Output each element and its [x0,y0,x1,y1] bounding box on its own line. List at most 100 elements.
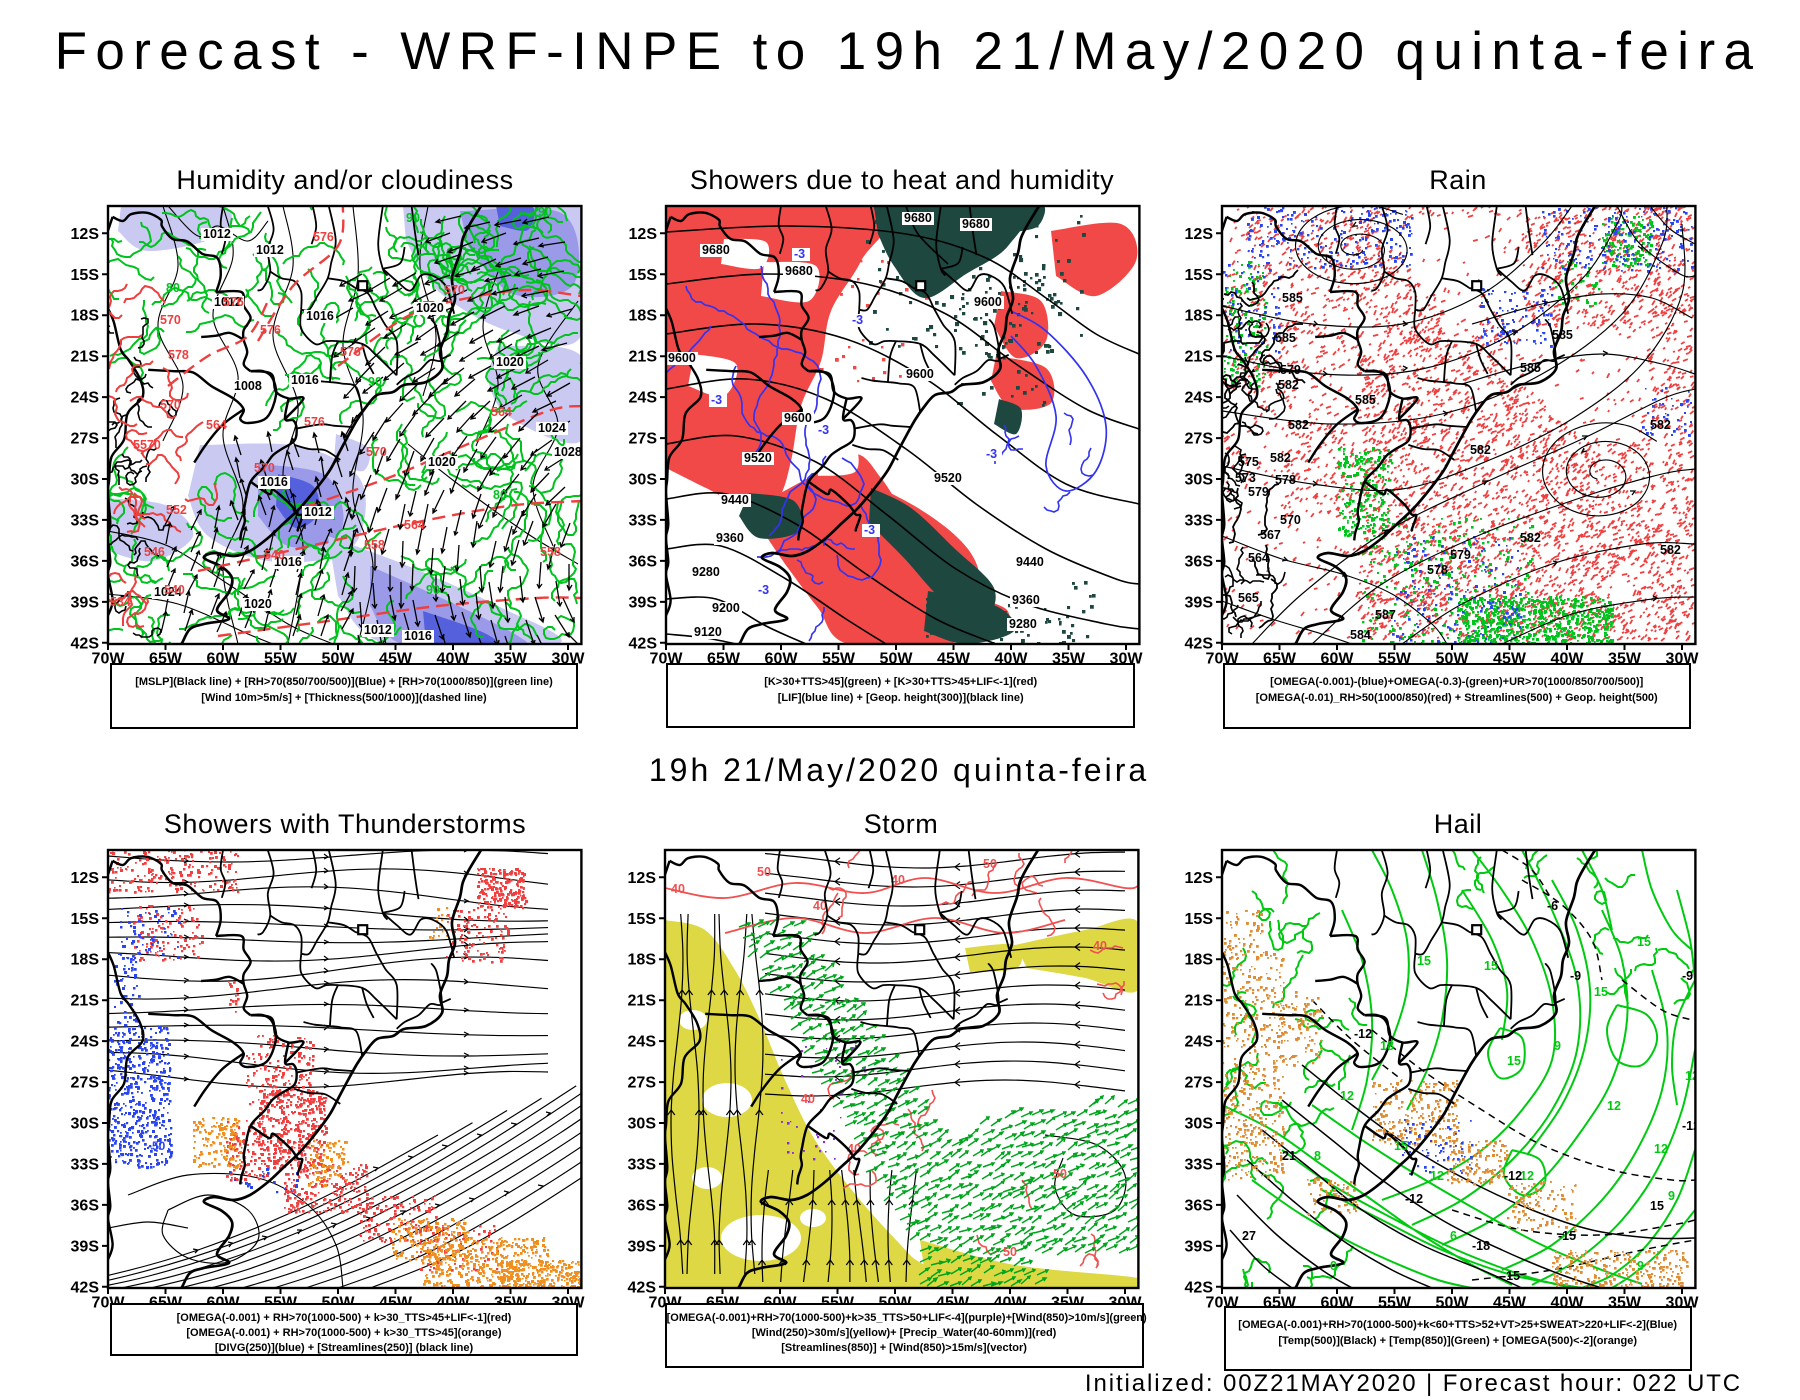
svg-text:578: 578 [1275,473,1296,487]
svg-text:6: 6 [1450,1229,1457,1243]
svg-text:578: 578 [168,348,189,362]
svg-text:9200: 9200 [712,601,740,615]
svg-text:-3: -3 [864,523,875,537]
svg-text:9440: 9440 [1016,555,1044,569]
svg-text:33S: 33S [627,1156,656,1173]
svg-text:40: 40 [813,899,827,913]
svg-text:-9: -9 [1682,969,1693,983]
svg-text:36S: 36S [1184,1197,1213,1214]
svg-text:1024: 1024 [538,421,566,435]
svg-text:30S: 30S [1184,1116,1213,1133]
svg-text:21S: 21S [627,993,656,1010]
svg-text:587: 587 [1375,608,1396,622]
svg-text:9600: 9600 [906,367,934,381]
svg-text:1020: 1020 [244,597,272,611]
svg-text:9360: 9360 [716,531,744,545]
svg-text:21S: 21S [1184,993,1213,1010]
svg-text:1012: 1012 [214,295,242,309]
svg-text:12: 12 [1607,1099,1621,1113]
svg-text:1024: 1024 [154,585,182,599]
svg-text:30S: 30S [627,1116,656,1133]
svg-text:15: 15 [1507,1054,1521,1068]
svg-text:-12: -12 [1682,1119,1700,1133]
svg-text:36S: 36S [71,1197,100,1214]
svg-text:42S: 42S [71,1279,100,1296]
svg-text:27S: 27S [71,1075,100,1092]
svg-text:15S: 15S [1184,911,1213,928]
svg-text:1012: 1012 [203,227,231,241]
svg-text:579: 579 [1248,485,1269,499]
svg-text:12S: 12S [71,226,100,243]
svg-text:9280: 9280 [692,565,720,579]
svg-text:1008: 1008 [234,379,262,393]
svg-text:12S: 12S [1184,870,1213,887]
svg-text:27S: 27S [1184,431,1213,448]
svg-text:1020: 1020 [496,355,524,369]
svg-text:90: 90 [368,375,382,389]
svg-text:30S: 30S [628,472,657,489]
svg-text:1016: 1016 [404,629,432,643]
svg-text:9440: 9440 [721,493,749,507]
svg-text:42S: 42S [627,1279,656,1296]
svg-text:21S: 21S [71,993,100,1010]
svg-text:24S: 24S [628,390,657,407]
svg-text:9600: 9600 [784,411,812,425]
svg-text:567: 567 [1260,528,1281,542]
svg-text:9120: 9120 [694,625,722,639]
svg-text:18S: 18S [71,952,100,969]
svg-text:582: 582 [1470,443,1491,457]
svg-text:15: 15 [1594,985,1608,999]
svg-text:12S: 12S [628,226,657,243]
svg-text:585: 585 [1552,328,1573,342]
svg-text:570: 570 [160,398,181,412]
svg-text:9: 9 [1554,1039,1561,1053]
svg-text:9360: 9360 [1012,593,1040,607]
svg-text:558: 558 [364,538,385,552]
svg-text:21S: 21S [1184,349,1213,366]
svg-text:1016: 1016 [306,309,334,323]
svg-text:15: 15 [1650,1199,1664,1213]
svg-text:27: 27 [1242,1229,1256,1243]
svg-text:1020: 1020 [428,455,456,469]
svg-text:-15: -15 [1558,1229,1576,1243]
svg-text:579: 579 [1450,548,1471,562]
svg-text:80: 80 [166,281,180,295]
svg-text:585: 585 [1282,291,1303,305]
svg-text:18S: 18S [627,952,656,969]
svg-text:9520: 9520 [744,451,772,465]
svg-text:1012: 1012 [304,505,332,519]
svg-text:27S: 27S [627,1075,656,1092]
svg-text:-12: -12 [1405,1192,1423,1206]
svg-text:1012: 1012 [256,243,284,257]
svg-text:585: 585 [1275,331,1296,345]
svg-text:582: 582 [1660,543,1681,557]
svg-text:1016: 1016 [274,555,302,569]
svg-text:570: 570 [254,461,275,475]
svg-text:15S: 15S [628,267,657,284]
svg-text:27S: 27S [1184,1075,1213,1092]
svg-text:5570: 5570 [133,438,161,452]
svg-text:558: 558 [540,545,561,559]
svg-text:552: 552 [166,503,187,517]
svg-text:39S: 39S [71,1238,100,1255]
svg-text:9: 9 [1637,1259,1644,1273]
svg-text:15: 15 [1417,954,1431,968]
svg-text:24S: 24S [1184,390,1213,407]
svg-text:0: 0 [1330,1259,1337,1273]
svg-text:576: 576 [304,415,325,429]
svg-text:-12: -12 [1354,1027,1372,1041]
svg-text:21S: 21S [628,349,657,366]
svg-text:-6: -6 [1547,899,1558,913]
svg-text:40: 40 [1093,939,1107,953]
svg-text:9680: 9680 [904,211,932,225]
svg-text:-3: -3 [794,247,805,261]
svg-text:540: 540 [164,583,185,597]
svg-text:30S: 30S [1184,472,1213,489]
svg-text:30S: 30S [71,472,100,489]
svg-text:36S: 36S [1184,553,1213,570]
svg-text:573: 573 [1235,471,1256,485]
svg-text:39S: 39S [1184,1238,1213,1255]
svg-text:-3: -3 [986,447,997,461]
svg-text:12S: 12S [71,870,100,887]
svg-text:21: 21 [1282,1149,1296,1163]
